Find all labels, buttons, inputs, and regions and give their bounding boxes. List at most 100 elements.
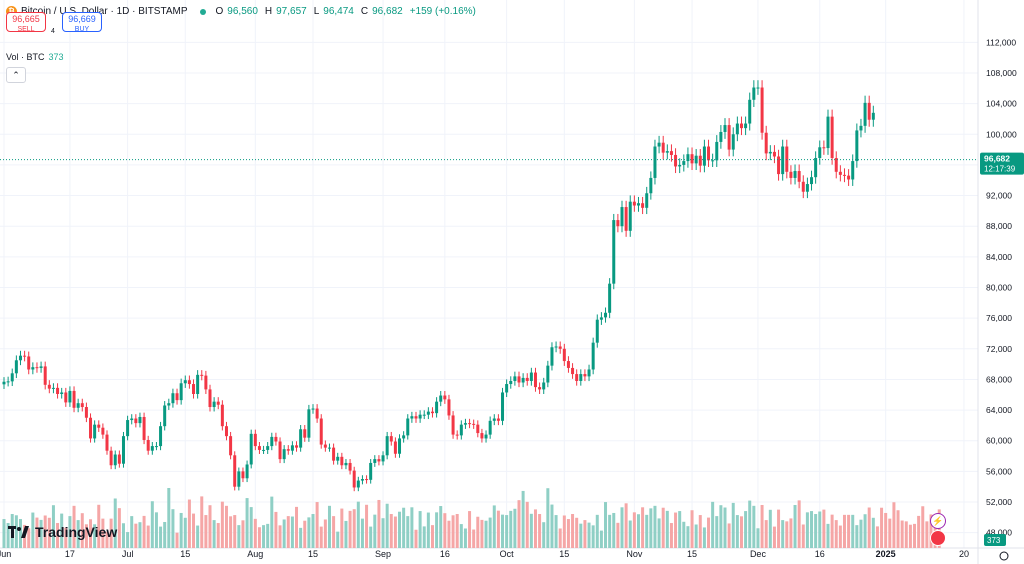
volume-bar xyxy=(6,523,10,548)
volume-bar xyxy=(546,488,550,548)
events-flag-icon[interactable] xyxy=(930,530,946,546)
candle-body xyxy=(455,434,459,436)
volume-bar xyxy=(126,532,130,548)
volume-bar xyxy=(867,507,871,548)
candle-body xyxy=(826,116,830,149)
candle-body xyxy=(72,390,76,408)
candle-body xyxy=(834,158,838,172)
candle-body xyxy=(719,131,723,142)
candle-body xyxy=(748,99,752,124)
volume-bar xyxy=(27,528,31,548)
volume-bar xyxy=(303,520,307,548)
volume-bar xyxy=(175,532,179,548)
tradingview-logo[interactable]: TradingView xyxy=(8,524,117,540)
volume-bar xyxy=(468,511,472,548)
candle-body xyxy=(89,417,93,439)
volume-bar xyxy=(447,520,451,548)
volume-bar xyxy=(332,516,336,548)
candle-body xyxy=(517,376,521,383)
candle-body xyxy=(739,123,743,129)
volume-bar xyxy=(842,514,846,548)
volume-bar xyxy=(154,512,158,548)
collapse-legend-button[interactable]: ⌃ xyxy=(6,67,26,83)
volume-bar xyxy=(521,490,525,548)
date-tick-label: 15 xyxy=(180,549,190,559)
last-price-badge xyxy=(980,152,1024,175)
volume-bar xyxy=(196,525,200,548)
buy-button[interactable]: 96,669 BUY xyxy=(62,12,102,33)
candle-body xyxy=(311,408,315,410)
candle-body xyxy=(443,395,447,400)
volume-bar xyxy=(888,518,892,548)
volume-bar xyxy=(711,501,715,548)
candle-body xyxy=(525,377,529,381)
candle-body xyxy=(249,433,253,465)
candle-body xyxy=(183,380,187,384)
sell-button[interactable]: 96,665 SELL xyxy=(6,12,46,33)
volume-bar xyxy=(146,525,150,548)
volume-bar xyxy=(233,515,237,548)
price-tick-label: 88,000 xyxy=(986,221,1012,231)
price-tick-label: 60,000 xyxy=(986,436,1012,446)
candle-body xyxy=(126,420,130,437)
candle-body xyxy=(653,146,657,178)
volume-bar xyxy=(731,502,735,548)
date-tick-label: 16 xyxy=(440,549,450,559)
volume-bar xyxy=(406,516,410,548)
countdown-label: 12:17:39 xyxy=(984,165,1016,174)
candle-body xyxy=(501,392,505,421)
volume-bar xyxy=(657,518,661,548)
volume-bar xyxy=(818,511,822,548)
volume-legend: Vol · BTC 373 xyxy=(6,52,64,62)
volume-bar xyxy=(443,513,447,548)
candle-body xyxy=(84,407,88,418)
volume-bar xyxy=(76,520,80,548)
candle-body xyxy=(303,429,307,438)
volume-bar xyxy=(929,514,933,548)
candle-body xyxy=(319,418,323,445)
candle-body xyxy=(863,102,867,126)
symbol-legend: ₿ Bitcoin / U.S. Dollar · 1D · BITSTAMP … xyxy=(6,6,476,17)
volume-bar xyxy=(192,513,196,548)
date-tick-label: Jul xyxy=(122,549,134,559)
symbol-title[interactable]: Bitcoin / U.S. Dollar · 1D · BITSTAMP xyxy=(21,6,188,17)
volume-bar xyxy=(418,511,422,548)
candle-body xyxy=(167,403,171,406)
candle-body xyxy=(340,456,344,466)
candle-body xyxy=(789,171,793,178)
close-value: 96,682 xyxy=(372,6,403,17)
lightning-icon[interactable]: ⚡ xyxy=(930,513,946,529)
candle-body xyxy=(468,423,472,425)
volume-bar xyxy=(871,517,875,548)
volume-bar xyxy=(295,506,299,548)
volume-bar xyxy=(674,512,678,548)
candle-body xyxy=(871,112,875,120)
settings-gear-icon[interactable] xyxy=(999,551,1009,561)
candle-body xyxy=(414,416,418,419)
candle-body xyxy=(377,459,381,462)
date-tick-label: 15 xyxy=(687,549,697,559)
candle-body xyxy=(105,434,109,451)
candle-body xyxy=(253,433,257,447)
volume-bar xyxy=(805,512,809,548)
candle-body xyxy=(579,374,583,381)
volume-bar xyxy=(608,514,612,548)
volume-bar xyxy=(826,523,830,548)
candle-body xyxy=(130,418,134,421)
volume-label[interactable]: Vol · BTC xyxy=(6,52,45,62)
price-tick-label: 48,000 xyxy=(986,528,1012,538)
candle-body xyxy=(764,132,768,154)
candle-body xyxy=(212,401,216,408)
sell-price: 96,665 xyxy=(12,14,40,24)
volume-bar xyxy=(698,515,702,548)
candle-body xyxy=(628,201,632,231)
volume-bar xyxy=(84,524,88,548)
candle-body xyxy=(744,123,748,129)
candle-body xyxy=(472,423,476,425)
volume-bar xyxy=(863,514,867,548)
candle-body xyxy=(233,455,237,487)
candle-body xyxy=(27,356,31,370)
